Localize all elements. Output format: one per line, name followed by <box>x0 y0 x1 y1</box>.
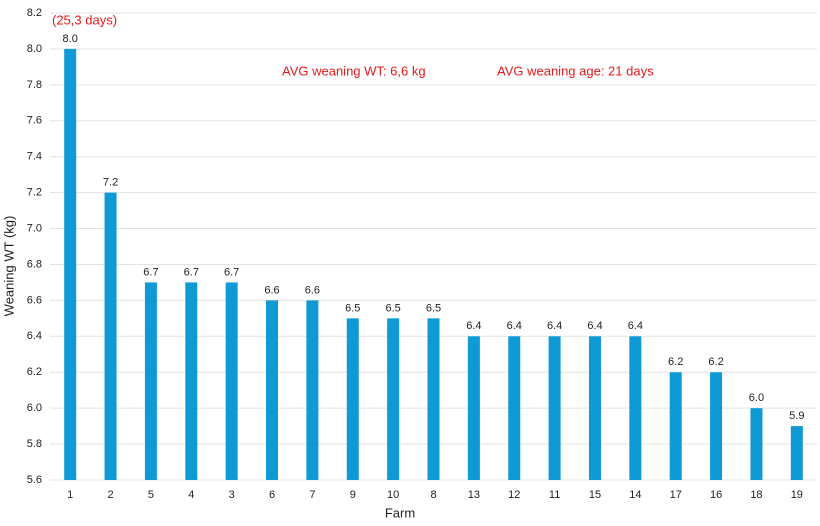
annotation: (25,3 days) <box>52 12 117 27</box>
x-tick-label: 16 <box>710 489 722 501</box>
y-tick-label: 8.0 <box>27 43 42 55</box>
y-tick-label: 8.2 <box>27 7 42 19</box>
y-tick-label: 7.6 <box>27 115 42 127</box>
bar <box>508 336 521 480</box>
y-tick-label: 6.2 <box>27 366 42 378</box>
bar <box>427 318 440 480</box>
value-label: 6.4 <box>507 320 522 332</box>
bar <box>467 336 480 480</box>
bar <box>225 282 238 480</box>
value-label: 6.6 <box>305 284 320 296</box>
x-tick-label: 18 <box>750 489 762 501</box>
y-tick-label: 7.8 <box>27 79 42 91</box>
x-tick-label: 10 <box>387 489 399 501</box>
x-tick-label: 13 <box>468 489 480 501</box>
x-tick-label: 5 <box>148 489 154 501</box>
x-tick-label: 7 <box>309 489 315 501</box>
bar <box>104 192 117 480</box>
bar <box>548 336 561 480</box>
y-axis-title: Weaning WT (kg) <box>1 216 16 317</box>
bar <box>64 48 77 481</box>
value-label: 7.2 <box>103 177 118 189</box>
bar <box>185 282 198 480</box>
value-label: 6.6 <box>264 284 279 296</box>
bar <box>588 336 601 480</box>
value-label: 6.2 <box>708 356 723 368</box>
bar <box>306 300 319 480</box>
value-label: 6.4 <box>587 320 602 332</box>
value-label: 6.7 <box>143 266 158 278</box>
value-label: 6.5 <box>345 302 360 314</box>
x-tick-label: 14 <box>629 489 641 501</box>
value-label: 6.7 <box>224 266 239 278</box>
x-tick-label: 17 <box>670 489 682 501</box>
x-tick-label: 8 <box>430 489 436 501</box>
x-tick-label: 2 <box>107 489 113 501</box>
bar <box>387 318 400 480</box>
bar <box>669 372 682 480</box>
bar <box>790 426 803 480</box>
x-tick-label: 19 <box>791 489 803 501</box>
annotation: AVG weaning WT: 6,6 kg <box>282 63 426 78</box>
y-tick-label: 7.4 <box>27 151 42 163</box>
value-label: 6.2 <box>668 356 683 368</box>
value-label: 8.0 <box>63 33 78 45</box>
y-tick-label: 6.0 <box>27 402 42 414</box>
y-tick-label: 7.0 <box>27 222 42 234</box>
y-tick-label: 6.4 <box>27 330 42 342</box>
value-label: 5.9 <box>789 410 804 422</box>
value-label: 6.4 <box>628 320 643 332</box>
value-label: 6.4 <box>547 320 562 332</box>
value-label: 6.4 <box>466 320 481 332</box>
annotation: AVG weaning age: 21 days <box>497 63 654 78</box>
bar <box>710 372 723 480</box>
y-tick-label: 6.8 <box>27 258 42 270</box>
bar <box>750 408 763 480</box>
bar <box>629 336 642 480</box>
y-tick-label: 7.2 <box>27 187 42 199</box>
x-tick-label: 4 <box>188 489 194 501</box>
x-tick-label: 9 <box>350 489 356 501</box>
y-tick-label: 6.6 <box>27 294 42 306</box>
x-tick-label: 15 <box>589 489 601 501</box>
y-tick-label: 5.6 <box>27 474 42 486</box>
value-label: 6.7 <box>184 266 199 278</box>
x-tick-label: 6 <box>269 489 275 501</box>
x-tick-label: 11 <box>549 489 560 501</box>
value-label: 6.5 <box>426 302 441 314</box>
bar <box>346 318 359 480</box>
bar <box>144 282 157 480</box>
y-tick-label: 5.8 <box>27 438 42 450</box>
bar <box>266 300 279 480</box>
value-label: 6.0 <box>749 392 764 404</box>
value-label: 6.5 <box>385 302 400 314</box>
x-tick-label: 3 <box>229 489 235 501</box>
x-tick-label: 1 <box>67 489 73 501</box>
x-axis-title: Farm <box>385 505 415 520</box>
x-tick-label: 12 <box>508 489 520 501</box>
